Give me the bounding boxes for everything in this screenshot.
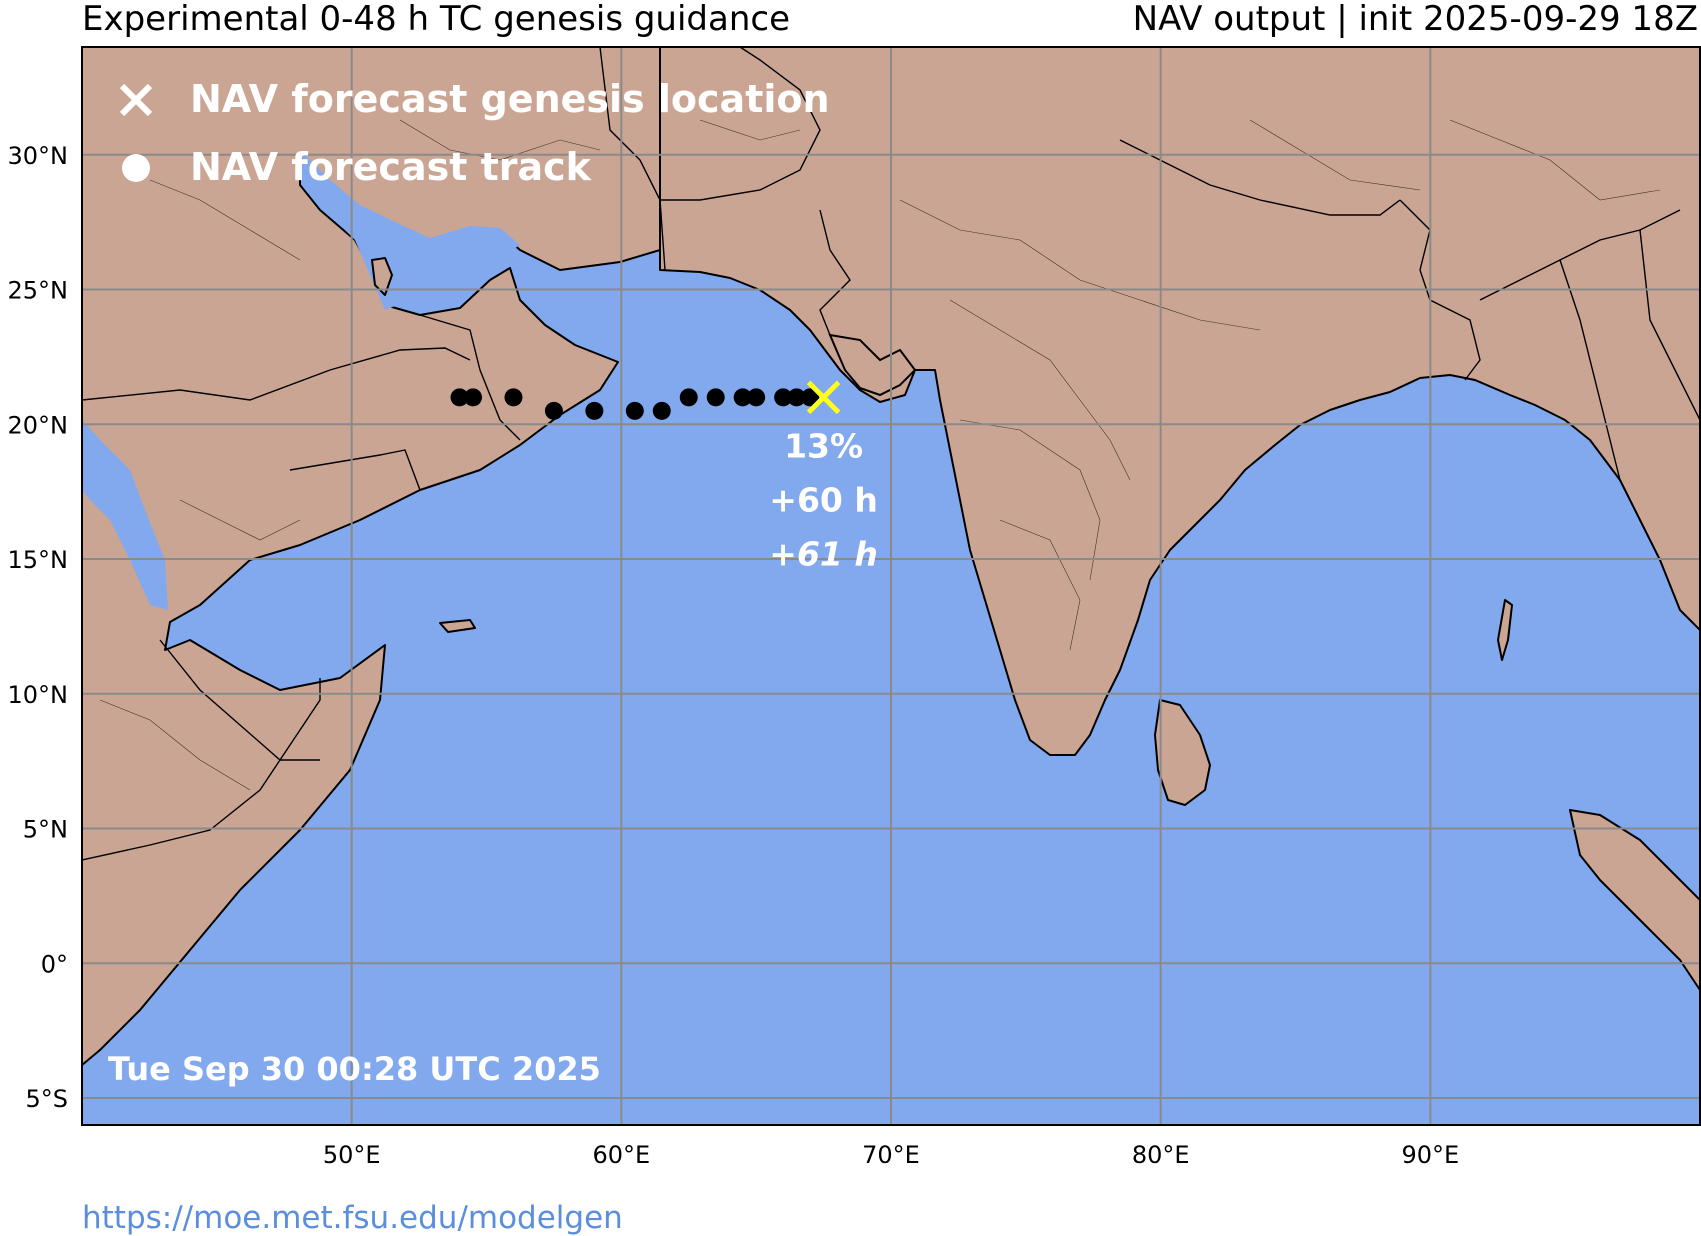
track-point <box>625 401 644 420</box>
legend-track-label: NAV forecast track <box>190 145 592 189</box>
track-point <box>450 388 469 407</box>
timestamp: Tue Sep 30 00:28 UTC 2025 <box>108 1050 601 1088</box>
lat-tick-label: 10°N <box>8 681 69 709</box>
legend-genesis-label: NAV forecast genesis location <box>190 77 830 121</box>
persian-gulf <box>300 150 520 310</box>
genesis-lead-time-alt: +61 h <box>769 534 878 573</box>
province-borders <box>99 119 1661 791</box>
track-point <box>787 388 806 407</box>
gridlines <box>82 47 1700 1125</box>
genesis-marker <box>806 380 841 415</box>
lat-tick-label: 20°N <box>8 411 69 439</box>
track-point <box>747 388 766 407</box>
track-point <box>652 401 671 420</box>
lat-tick-label: 30°N <box>8 142 69 170</box>
track-point <box>774 388 793 407</box>
lat-tick-label: 0° <box>41 950 68 978</box>
source-url-link[interactable]: https://moe.met.fsu.edu/modelgen <box>82 1200 623 1236</box>
track-point <box>544 401 563 420</box>
legend: NAV forecast genesis location NAV foreca… <box>119 77 830 189</box>
socotra <box>439 619 476 633</box>
lat-tick-label: 5°N <box>23 816 68 844</box>
lon-tick-label: 70°E <box>862 1141 920 1169</box>
track-point <box>801 388 820 407</box>
title-left: Experimental 0-48 h TC genesis guidance <box>82 0 790 39</box>
track-point <box>706 388 725 407</box>
forecast-track <box>450 388 820 420</box>
sumatra <box>1569 809 1700 991</box>
legend-x-icon <box>119 83 153 117</box>
genesis-probability: 13% <box>784 426 863 465</box>
title-right: NAV output | init 2025-09-29 18Z <box>1133 0 1698 39</box>
track-point <box>464 388 483 407</box>
track-point <box>733 388 752 407</box>
lat-tick-label: 5°S <box>25 1085 68 1113</box>
lon-tick-label: 80°E <box>1132 1141 1190 1169</box>
track-point <box>585 401 604 420</box>
genesis-x-stroke-b <box>806 380 841 415</box>
map-frame <box>81 46 1701 1126</box>
qatar <box>371 257 393 296</box>
andaman-islands <box>1497 599 1513 661</box>
lat-tick-label: 25°N <box>8 277 69 305</box>
legend-dot-icon <box>122 154 150 182</box>
track-point <box>504 388 523 407</box>
gujarat-coast <box>828 333 917 397</box>
sri-lanka <box>1154 699 1211 806</box>
lon-tick-label: 90°E <box>1401 1141 1459 1169</box>
lat-tick-label: 15°N <box>8 546 69 574</box>
track-point <box>679 388 698 407</box>
longitude-tick-labels: 50°E 60°E 70°E 80°E 90°E <box>323 1141 1459 1169</box>
genesis-lead-time: +60 h <box>769 480 878 519</box>
latitude-tick-labels: 30°N 25°N 20°N 15°N 10°N 5°N 0° 5°S <box>8 142 69 1113</box>
landmass-india <box>659 47 1700 756</box>
lon-tick-label: 50°E <box>323 1141 381 1169</box>
lon-tick-label: 60°E <box>592 1141 650 1169</box>
map-area: 13% +60 h +61 h NAV forecast genesis loc… <box>82 47 1700 1125</box>
red-sea <box>82 420 168 610</box>
